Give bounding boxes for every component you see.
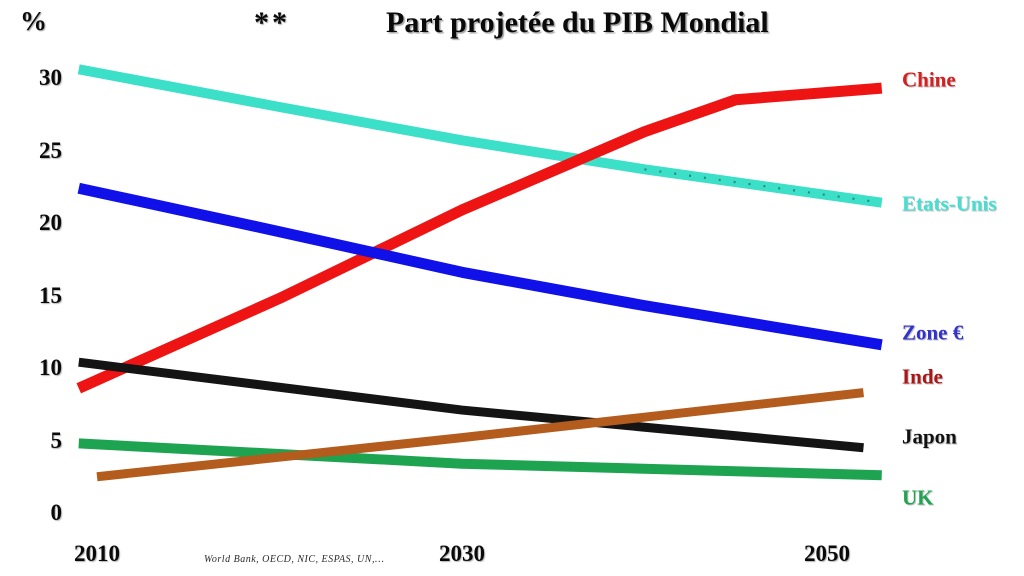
- title-annotation: **: [254, 6, 290, 39]
- series-label-inde: Inde: [902, 364, 943, 389]
- x-tick-label-2050: 2050: [804, 541, 850, 566]
- series-line-uk: [78, 438, 882, 481]
- y-tick-label-10: 10: [39, 355, 62, 380]
- x-tick-label-2010: 2010: [74, 541, 120, 566]
- series-line-etats-unis: [77, 64, 883, 208]
- series-label-uk: UK: [902, 485, 934, 510]
- source-note: World Bank, OECD, NIC, ESPAS, UN,…: [204, 554, 385, 565]
- series-label-zone-: Zone €: [902, 320, 964, 345]
- y-tick-label-20: 20: [39, 210, 62, 235]
- series-label-etats-unis: Etats-Unis: [902, 191, 997, 216]
- series-line-inde: [96, 388, 865, 482]
- y-tick-label-30: 30: [39, 65, 62, 90]
- y-tick-label-5: 5: [50, 427, 63, 453]
- series-line-chine: [76, 82, 883, 394]
- series-line-japon: [78, 357, 864, 453]
- series-label-japon: Japon: [902, 424, 957, 449]
- y-tick-label-0: 0: [50, 500, 63, 525]
- x-tick-label-2030: 2030: [439, 541, 485, 566]
- y-tick-label-25: 25: [39, 137, 62, 163]
- y-tick-label-15: 15: [39, 282, 62, 308]
- series-label-chine: Chine: [902, 67, 956, 92]
- chart-title: Part projetée du PIB Mondial: [386, 6, 769, 39]
- y-axis-unit-label: %: [20, 6, 47, 36]
- series-line-zone-: [77, 182, 883, 351]
